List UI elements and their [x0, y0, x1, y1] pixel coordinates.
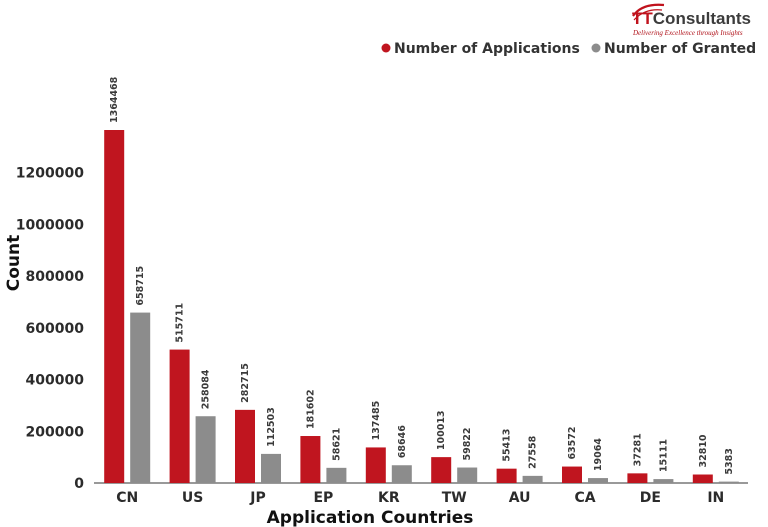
y-axis-title: Count — [4, 235, 24, 292]
value-label-granted: 27558 — [528, 435, 539, 468]
x-tick-label: IN — [707, 490, 724, 506]
logo: TTConsultants Delivering Excellence thro… — [632, 3, 751, 37]
logo-mark-text: TT — [632, 9, 653, 28]
x-axis-title: Application Countries — [267, 508, 474, 527]
x-tick-label: KR — [378, 490, 400, 506]
x-tick-label: CA — [574, 490, 595, 506]
value-label-applications: 100013 — [436, 410, 447, 450]
bar-granted — [130, 312, 151, 483]
value-label-applications: 63572 — [567, 426, 578, 459]
bar-granted — [718, 481, 739, 483]
bars: 1364468 658715 515711 258084 282715 112503 181… — [104, 76, 739, 483]
value-label-granted: 19064 — [593, 438, 604, 471]
value-label-applications: 1364468 — [109, 76, 120, 123]
legend-swatch-applications — [381, 43, 391, 53]
value-label-granted: 5383 — [724, 448, 735, 474]
bar-applications — [235, 409, 255, 483]
bar-granted — [457, 467, 478, 483]
bar-applications — [300, 436, 321, 483]
y-ticks: 0 200000 400000 600000 800000 1000000 1200000 — [16, 166, 84, 492]
value-label-applications: 55413 — [502, 429, 513, 462]
value-label-granted: 58621 — [331, 428, 342, 461]
legend-label-applications: Number of Applications — [394, 41, 580, 57]
x-tick-label: CN — [116, 490, 138, 506]
y-tick-label: 400000 — [26, 373, 85, 389]
value-label-granted: 658715 — [135, 266, 146, 306]
bar-applications — [169, 349, 190, 483]
value-label-applications: 282715 — [240, 363, 251, 403]
bar-applications — [496, 468, 517, 483]
bar-granted — [326, 467, 347, 483]
legend: Number of Applications Number of Granted — [381, 41, 756, 57]
value-label-granted: 112503 — [266, 407, 277, 447]
x-tick-label: AU — [509, 490, 531, 506]
y-tick-label: 600000 — [26, 321, 85, 337]
x-tick-label: DE — [640, 490, 661, 506]
bar-granted — [588, 478, 608, 483]
bar-applications — [692, 474, 713, 483]
value-label-applications: 32810 — [698, 434, 709, 467]
bar-granted — [261, 453, 281, 483]
bar-granted — [653, 479, 674, 483]
x-ticks: CN US JP EP KR TW AU CA DE IN — [116, 490, 724, 506]
value-label-applications: 181602 — [305, 389, 316, 429]
y-tick-label: 0 — [74, 476, 84, 492]
x-tick-label: EP — [313, 490, 333, 506]
logo-mark: TTConsultants — [632, 9, 751, 28]
y-tick-label: 200000 — [26, 424, 85, 440]
y-tick-label: 1000000 — [16, 217, 84, 233]
bar-granted — [195, 416, 216, 483]
bar-applications — [431, 457, 452, 483]
x-tick-label: JP — [249, 490, 265, 506]
logo-swoosh-icon — [632, 3, 665, 21]
y-tick-label: 800000 — [26, 269, 85, 285]
value-label-applications: 137485 — [371, 401, 382, 441]
bar-applications — [365, 447, 386, 483]
bar-applications — [627, 473, 648, 483]
legend-label-granted: Number of Granted — [604, 41, 756, 57]
bar-applications — [104, 130, 125, 483]
value-label-applications: 515711 — [175, 303, 186, 343]
x-tick-label: TW — [442, 490, 467, 506]
bar-applications — [562, 466, 582, 483]
logo-tagline: Delivering Excellence through Insights — [632, 29, 743, 37]
value-label-granted: 258084 — [201, 369, 212, 409]
bar-granted — [522, 475, 543, 483]
logo-name-text: Consultants — [653, 9, 751, 28]
bar-granted — [391, 465, 412, 483]
value-label-granted: 15111 — [658, 439, 669, 472]
value-label-granted: 68646 — [397, 425, 408, 458]
value-label-granted: 59822 — [462, 427, 473, 460]
x-tick-label: US — [182, 490, 203, 506]
legend-swatch-granted — [591, 43, 601, 53]
y-tick-label: 1200000 — [16, 166, 84, 182]
value-label-applications: 37281 — [632, 433, 643, 466]
